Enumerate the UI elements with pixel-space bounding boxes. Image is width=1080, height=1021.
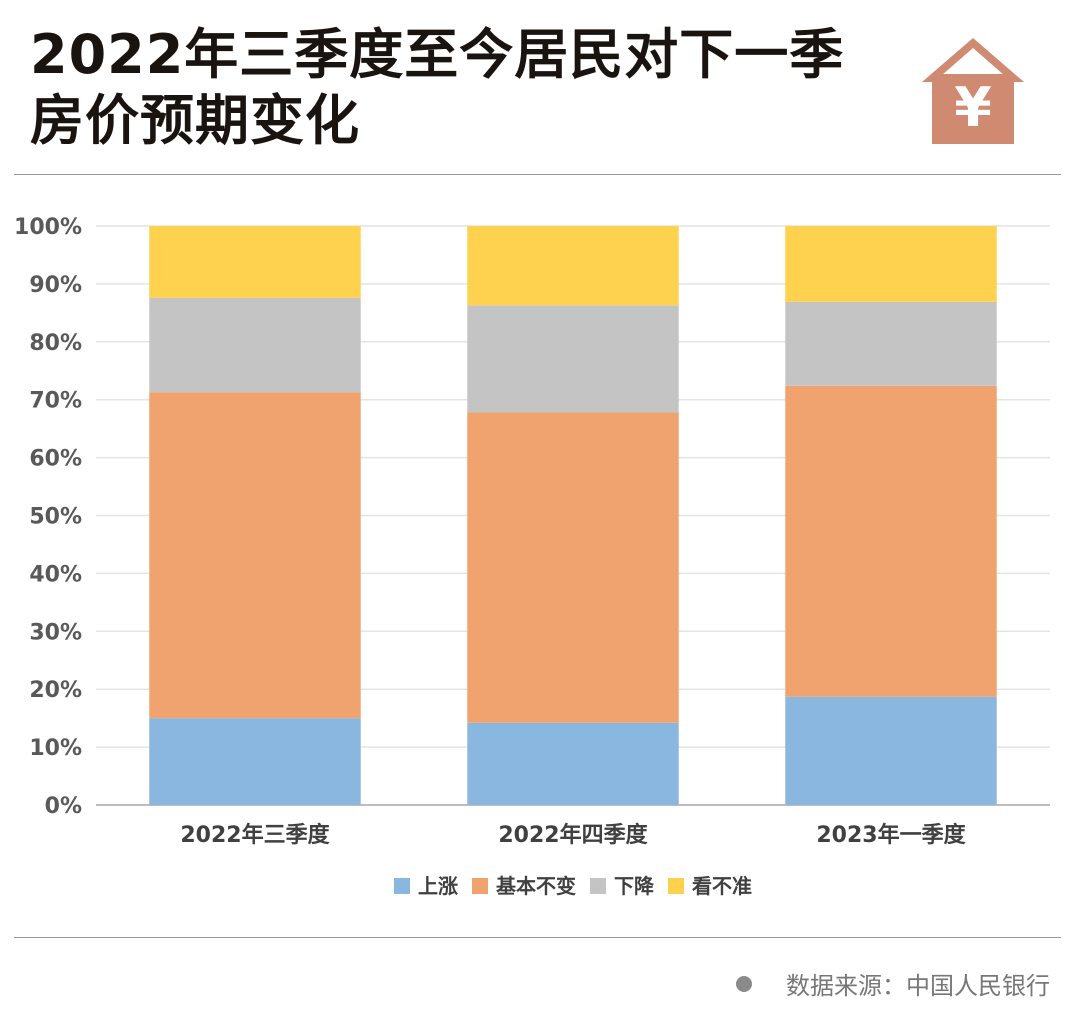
bar-segment — [149, 297, 361, 393]
y-tick-label: 50% — [29, 505, 82, 530]
y-tick-label: 40% — [29, 562, 82, 587]
y-tick-label: 70% — [29, 389, 82, 414]
legend-swatch — [668, 878, 684, 894]
y-tick-label: 10% — [29, 736, 82, 761]
x-axis-tick-labels: 2022年三季度 2022年四季度 2023年一季度 — [180, 822, 966, 848]
title-line-1: 2022年三季度至今居民对下一季 — [30, 23, 845, 86]
stacked-bar-chart: 0% 10% 20% 30% 40% 50% 60% 70% 80% 90% 100% 2022年三… — [14, 215, 1050, 898]
bar-segment — [149, 718, 361, 805]
house-body — [932, 74, 1014, 144]
bar-segment — [467, 722, 679, 805]
y-tick-label: 90% — [29, 273, 82, 298]
chart-title: 2022年三季度至今居民对下一季 房价预期变化 — [30, 22, 910, 154]
legend-label: 看不准 — [692, 874, 752, 898]
top-divider — [14, 174, 1061, 175]
legend-swatch — [590, 878, 606, 894]
bar-segment — [785, 226, 997, 302]
y-tick-label: 20% — [29, 678, 82, 703]
bar-segment — [785, 696, 997, 805]
bars — [149, 226, 997, 805]
y-axis-tick-labels: 0% 10% 20% 30% 40% 50% 60% 70% 80% 90% 100% — [14, 215, 82, 819]
legend-label: 基本不变 — [496, 874, 576, 898]
x-tick-label: 2022年三季度 — [180, 822, 330, 848]
source-text: 数据来源：中国人民银行 — [786, 972, 1050, 1000]
x-tick-label: 2022年四季度 — [498, 822, 648, 848]
bar-segment — [467, 412, 679, 723]
y-tick-label: 0% — [45, 794, 82, 819]
y-tick-label: 60% — [29, 447, 82, 472]
y-tick-label: 30% — [29, 620, 82, 645]
bottom-divider — [14, 937, 1061, 938]
bar-segment — [149, 392, 361, 719]
bar-segment — [785, 385, 997, 697]
legend-swatch — [472, 878, 488, 894]
source-bullet — [736, 975, 752, 992]
bar-segment — [149, 226, 361, 298]
legend-label: 上涨 — [418, 874, 458, 898]
bar-segment — [467, 226, 679, 306]
title-line-2: 房价预期变化 — [30, 89, 360, 152]
y-tick-label: 100% — [14, 215, 82, 240]
yen-symbol: ¥ — [954, 76, 992, 139]
x-tick-label: 2023年一季度 — [816, 822, 966, 848]
source-note: 数据来源：中国人民银行 — [736, 966, 1050, 1001]
legend: 上涨 基本不变 下降 看不准 — [394, 874, 752, 898]
bar-segment — [785, 301, 997, 386]
y-tick-label: 80% — [29, 331, 82, 356]
legend-swatch — [394, 878, 410, 894]
bar-segment — [467, 305, 679, 413]
legend-label: 下降 — [614, 874, 655, 898]
house-yen-icon: ¥ — [922, 38, 1024, 144]
